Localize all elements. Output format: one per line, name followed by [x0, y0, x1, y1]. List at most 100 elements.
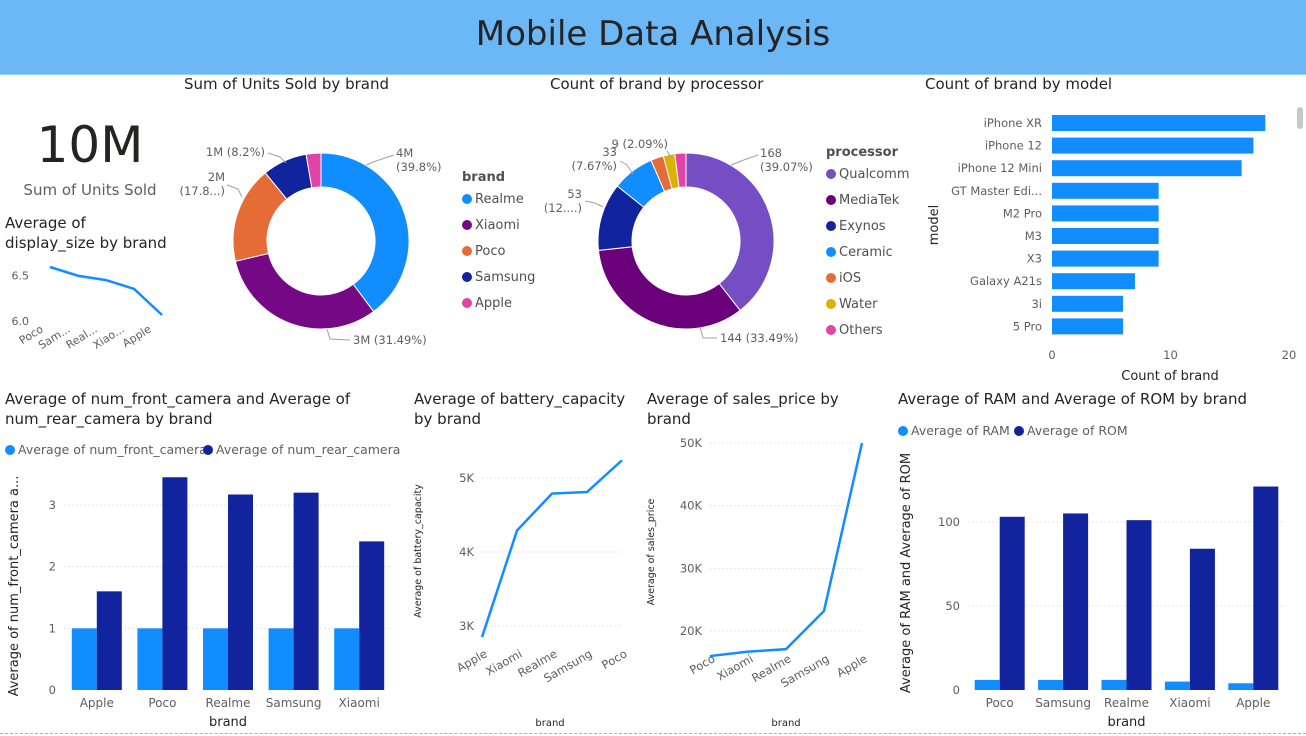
- legend-label: Average of num_front_camera: [18, 442, 207, 457]
- legend-marker: [826, 195, 836, 205]
- display-xtick: Xiao...: [91, 323, 127, 352]
- display-xtick: Apple: [120, 322, 154, 350]
- y-tick: 50K: [680, 436, 703, 450]
- bar-a: [1038, 679, 1064, 690]
- camera-chart-title-1: Average of num_front_camera and Average …: [5, 390, 351, 408]
- legend-item-exynos[interactable]: Exynos: [826, 219, 886, 234]
- legend-item-mediatek[interactable]: MediaTek: [826, 193, 899, 208]
- legend-item-ios[interactable]: iOS: [826, 271, 861, 286]
- y-tick: 5K: [459, 471, 474, 485]
- legend-label: Ceramic: [839, 245, 893, 260]
- y-tick: 0: [49, 683, 56, 697]
- category-label: iPhone XR: [984, 116, 1042, 130]
- model-chart-title: Count of brand by model: [925, 75, 1113, 93]
- category-label: 5 Pro: [1013, 319, 1042, 333]
- display-ytick: 6.0: [12, 315, 30, 328]
- kpi-value: 10M: [36, 116, 144, 174]
- x-tick: Poco: [986, 696, 1014, 710]
- y-axis-title: Average of num_front_camera a...: [7, 476, 22, 697]
- leader-line: [699, 326, 717, 339]
- legend-marker: [898, 426, 908, 436]
- y-tick: 1: [49, 621, 56, 635]
- x-tick: Realme: [206, 696, 251, 710]
- series-line: [480, 459, 623, 638]
- data-label: 53: [567, 187, 582, 201]
- bar-b: [1063, 513, 1089, 690]
- slice-mediatek: [597, 246, 741, 330]
- x-tick: Apple: [1236, 696, 1270, 710]
- bar-b: [293, 492, 319, 690]
- series-line: [709, 442, 864, 658]
- legend-marker: [462, 298, 472, 308]
- x-tick: Apple: [834, 651, 869, 679]
- legend-item-samsung[interactable]: Samsung: [462, 270, 535, 285]
- legend-item-ceramic[interactable]: Ceramic: [826, 245, 893, 260]
- legend-item-poco[interactable]: Poco: [462, 244, 505, 259]
- bar-a: [974, 679, 1000, 690]
- y-tick: 40K: [680, 499, 703, 513]
- data-label: 9 (2.09%): [612, 137, 668, 151]
- page-title: Mobile Data Analysis: [475, 14, 831, 54]
- x-axis-title: brand: [209, 715, 247, 730]
- legend-item-apple[interactable]: Apple: [462, 296, 512, 311]
- bar: [1052, 182, 1159, 199]
- category-label: iPhone 12 Mini: [958, 161, 1042, 175]
- bar: [1052, 318, 1124, 335]
- model-chart-scrollbar[interactable]: [1297, 107, 1303, 129]
- legend-item-xiaomi[interactable]: Xiaomi: [462, 218, 520, 233]
- x-tick: Realme: [1104, 696, 1149, 710]
- data-label: 4M: [396, 146, 413, 160]
- display-chart-title-1: Average of: [5, 214, 86, 232]
- x-axis-title: Count of brand: [1121, 369, 1218, 384]
- display-ytick: 6.5: [12, 270, 30, 283]
- bar: [1052, 160, 1242, 177]
- y-axis-title: model: [927, 205, 942, 245]
- display-line: [49, 265, 163, 316]
- leader-line: [730, 154, 759, 166]
- legend-marker: [462, 272, 472, 282]
- model-bar-chart: iPhone XR iPhone 12 iPhone 12 Mini GT Maste…: [927, 115, 1296, 384]
- bar-b: [1189, 548, 1215, 690]
- x-tick: Samsung: [1035, 696, 1091, 710]
- legend-marker: [1014, 426, 1024, 436]
- category-label: M3: [1025, 229, 1042, 243]
- bar-a: [203, 628, 228, 690]
- ram-rom-bar-chart: Average of RAM Average of ROM 0 50 100 Poco Sa…: [898, 423, 1285, 730]
- leader-line: [226, 184, 243, 198]
- legend-marker: [826, 169, 836, 179]
- bar-b: [1126, 520, 1152, 690]
- legend-item-others[interactable]: Others: [826, 323, 883, 338]
- legend-marker: [5, 445, 15, 455]
- units-donut-chart: 4M(39.8%) 3M (31.49%) 2M(17.8...) 1M (8.2%): [180, 145, 442, 347]
- bar: [1052, 250, 1159, 267]
- legend-label: Apple: [475, 296, 513, 311]
- data-label: (39.07%): [760, 160, 813, 174]
- x-tick: Xiaomi: [714, 651, 755, 683]
- legend-marker: [826, 247, 836, 257]
- legend-marker: [826, 221, 836, 231]
- legend-label: Water: [839, 297, 878, 312]
- legend-label: Average of num_rear_camera: [216, 442, 400, 457]
- legend-marker: [462, 246, 472, 256]
- price-chart-title-1: Average of sales_price by: [647, 390, 839, 408]
- slice-xiaomi: [234, 252, 375, 330]
- bar: [1052, 228, 1159, 244]
- category-label: 3i: [1031, 297, 1042, 311]
- x-tick: Xiaomi: [339, 696, 380, 710]
- legend-item-water[interactable]: Water: [826, 297, 877, 312]
- y-tick: 20K: [680, 624, 703, 638]
- processor-chart-title: Count of brand by processor: [550, 75, 764, 93]
- legend-item-realme[interactable]: Realme: [462, 192, 524, 207]
- slice-qualcomm: [685, 152, 775, 312]
- legend-label: Average of RAM: [911, 423, 1010, 438]
- units-chart-title: Sum of Units Sold by brand: [184, 75, 389, 93]
- x-axis-title: brand: [771, 718, 800, 729]
- legend-item-qualcomm[interactable]: Qualcomm: [826, 167, 909, 182]
- data-label: (12....): [545, 201, 582, 215]
- y-tick: 30K: [680, 561, 703, 575]
- x-tick: Samsung: [266, 696, 322, 710]
- category-label: GT Master Edi...: [951, 184, 1042, 198]
- legend-label: Average of ROM: [1027, 423, 1128, 438]
- bar: [1052, 295, 1124, 312]
- price-chart-title-2: brand: [647, 410, 691, 428]
